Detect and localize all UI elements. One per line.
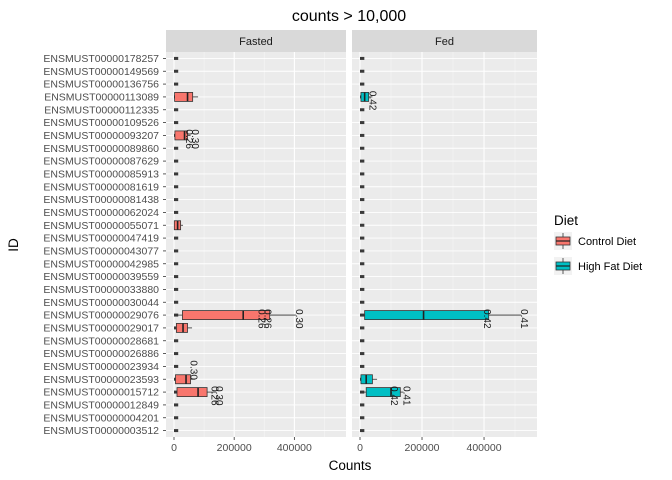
box-ENSMUST00000023593: [174, 374, 196, 385]
y-tick-label: ENSMUST00000089860: [43, 143, 159, 155]
box-ENSMUST00000023593: [360, 374, 378, 385]
panel-background: [166, 52, 346, 437]
y-tick-label: ENSMUST00000023934: [43, 361, 159, 373]
x-tick-label: 0: [357, 442, 363, 454]
x-tick-label: 0: [171, 442, 177, 454]
box-ENSMUST00000093207: [174, 130, 191, 141]
y-tick-label: ENSMUST00000055071: [43, 220, 159, 232]
x-tick-label: 400000: [277, 442, 312, 454]
y-tick-label: ENSMUST00000047419: [43, 233, 159, 245]
x-tick-label: 400000: [467, 442, 502, 454]
box-ENSMUST00000029017: [174, 323, 193, 333]
y-tick-label: ENSMUST00000012849: [43, 399, 159, 411]
facet-strip: [352, 30, 537, 52]
y-tick-label: ENSMUST00000029076: [43, 310, 159, 322]
point-label: 0.26: [209, 386, 220, 406]
chart-title: counts > 10,000: [292, 8, 406, 25]
y-tick-label: ENSMUST00000085913: [43, 168, 159, 180]
y-tick-label: ENSMUST00000149569: [43, 66, 159, 78]
point-label: 0.42: [366, 91, 377, 111]
x-axis-title: Counts: [329, 458, 372, 473]
box-ENSMUST00000015712: [360, 387, 404, 397]
y-tick-label: ENSMUST00000109526: [43, 117, 159, 129]
y-tick-label: ENSMUST00000015712: [43, 387, 159, 399]
box-iqr: [174, 130, 188, 141]
box-ENSMUST00000015712: [174, 387, 217, 397]
point-label: 0.30: [293, 309, 304, 329]
point-label: 0.26: [261, 309, 272, 329]
legend-label: High Fat Diet: [578, 261, 642, 273]
y-tick-label: ENSMUST00000033880: [43, 284, 159, 296]
box-iqr: [175, 374, 191, 385]
legend-key: [554, 232, 572, 250]
facet-strip: [166, 30, 346, 52]
legend-title: Diet: [554, 213, 578, 228]
y-tick-label: ENSMUST00000004201: [43, 412, 159, 424]
box-iqr: [174, 92, 194, 102]
y-tick-label: ENSMUST00000028681: [43, 335, 159, 347]
box-ENSMUST00000055071: [173, 220, 184, 231]
point-label: 0.42: [388, 386, 399, 406]
point-label: 0.26: [255, 309, 266, 329]
box-ENSMUST00000029076: [174, 310, 296, 320]
x-tick-label: 200000: [404, 442, 439, 454]
legend-key: [554, 257, 572, 275]
y-tick-label: ENSMUST00000062024: [43, 207, 159, 219]
y-axis-title: ID: [6, 238, 21, 252]
box-iqr: [182, 310, 271, 320]
y-tick-label: ENSMUST00000113089: [44, 91, 159, 103]
x-tick-label: 200000: [217, 442, 252, 454]
point-label: 0.30: [188, 360, 199, 380]
panel-background: [352, 52, 537, 437]
point-label: 0.42: [481, 309, 492, 329]
box-iqr: [176, 323, 188, 333]
box-iqr: [365, 387, 401, 397]
box-ENSMUST00000113089: [360, 92, 373, 102]
facet-strip-label: Fed: [435, 36, 454, 48]
y-tick-label: ENSMUST00000043077: [43, 245, 159, 257]
y-tick-label: ENSMUST00000087629: [43, 156, 159, 168]
y-tick-label: ENSMUST00000178257: [43, 53, 159, 65]
point-label: 0.41: [518, 309, 529, 329]
y-tick-label: ENSMUST00000029017: [43, 322, 159, 334]
box-ENSMUST00000029076: [360, 310, 522, 320]
y-tick-label: ENSMUST00000112335: [44, 104, 159, 116]
y-tick-label: ENSMUST00000003512: [43, 425, 159, 437]
box-iqr: [176, 387, 208, 397]
y-tick-label: ENSMUST00000039559: [43, 271, 159, 283]
facet-strip-label: Fasted: [239, 36, 273, 48]
box-iqr: [364, 310, 490, 320]
y-tick-label: ENSMUST00000081438: [43, 194, 159, 206]
y-tick-labels: ENSMUST00000178257ENSMUST00000149569ENSM…: [43, 53, 166, 437]
y-tick-label: ENSMUST00000026886: [43, 348, 159, 360]
point-label: 0.41: [400, 386, 411, 406]
point-label: 0.30: [189, 129, 200, 149]
point-label: 0.26: [183, 129, 194, 149]
y-tick-label: ENSMUST00000023593: [43, 374, 159, 386]
box-ENSMUST00000113089: [174, 92, 199, 102]
legend-label: Control Diet: [578, 236, 636, 248]
point-label: 0.30: [213, 386, 224, 406]
y-tick-label: ENSMUST00000042985: [43, 258, 159, 270]
y-tick-label: ENSMUST00000093207: [43, 130, 159, 142]
y-tick-label: ENSMUST00000136756: [43, 79, 159, 91]
y-tick-label: ENSMUST00000081619: [43, 181, 159, 193]
y-tick-label: ENSMUST00000030044: [43, 297, 159, 309]
